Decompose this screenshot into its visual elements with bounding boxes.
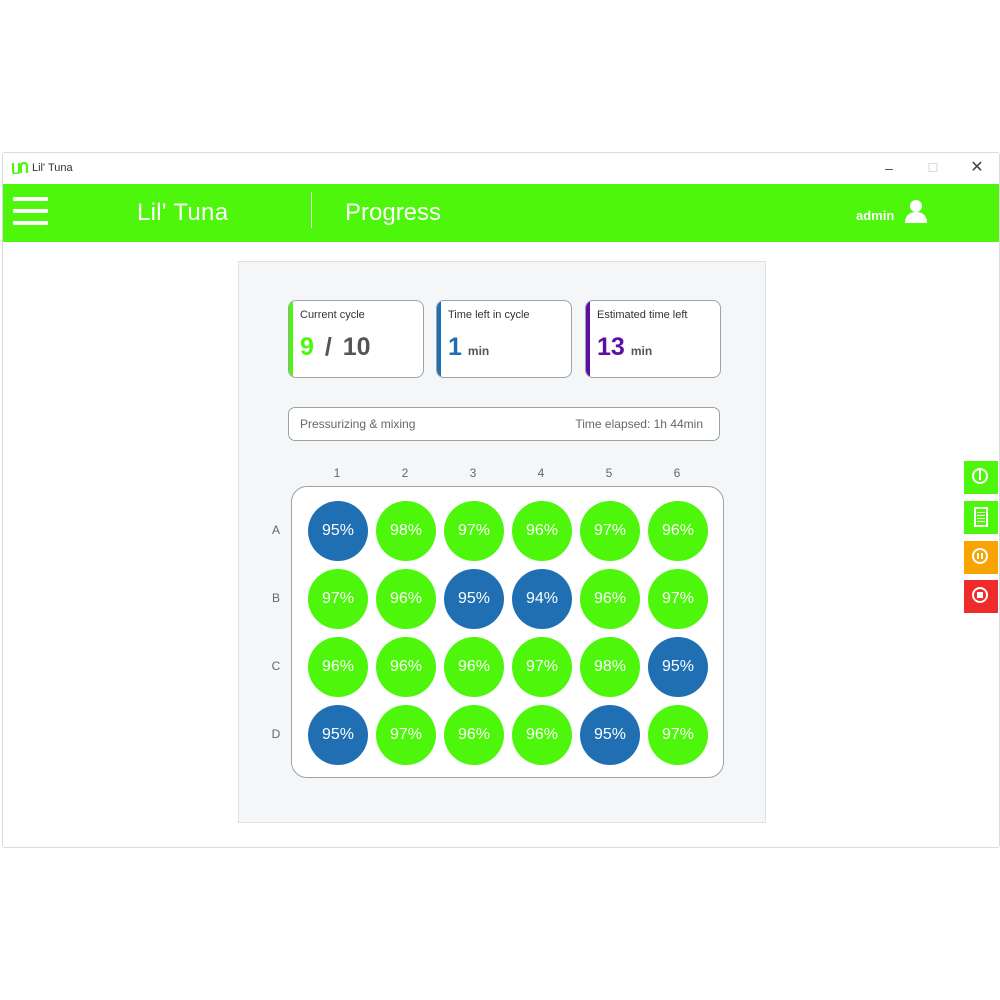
well-A2[interactable]: 98% (376, 501, 436, 561)
well-B5[interactable]: 96% (580, 569, 640, 629)
well-C6[interactable]: 95% (648, 637, 708, 697)
page-title: Progress (345, 199, 442, 226)
well-C4[interactable]: 97% (512, 637, 572, 697)
estimated-time-unit: min (630, 344, 653, 358)
nav-divider (311, 192, 312, 228)
well-A6[interactable]: 96% (648, 501, 708, 561)
minimize-button[interactable]: – (885, 160, 893, 176)
well-B3[interactable]: 95% (444, 569, 504, 629)
column-label: 4 (537, 466, 545, 480)
well-A4[interactable]: 96% (512, 501, 572, 561)
progress-panel: Current cycle 9 / 10 Time left in cycle … (238, 261, 766, 823)
well-D6[interactable]: 97% (648, 705, 708, 765)
well-D3[interactable]: 96% (444, 705, 504, 765)
well-D1[interactable]: 95% (308, 705, 368, 765)
well-A5[interactable]: 97% (580, 501, 640, 561)
window-title: Lil' Tuna (32, 162, 73, 174)
user-name[interactable]: admin (856, 208, 895, 223)
estimated-time-number: 13 (597, 333, 625, 361)
well-B2[interactable]: 96% (376, 569, 436, 629)
card-label: Estimated time left (597, 309, 688, 321)
current-cycle-card: Current cycle 9 / 10 (288, 300, 424, 378)
menu-icon[interactable] (13, 197, 49, 227)
title-bar: Lil' Tuna – ☐ ✕ (3, 153, 999, 184)
stop-icon (964, 580, 998, 613)
well-A1[interactable]: 95% (308, 501, 368, 561)
well-B6[interactable]: 97% (648, 569, 708, 629)
maximize-button[interactable]: ☐ (927, 161, 939, 175)
column-label: 6 (673, 466, 681, 480)
brand-title: Lil' Tuna (137, 199, 229, 226)
card-accent-bar (437, 301, 441, 377)
list-icon (964, 501, 998, 534)
well-A3[interactable]: 97% (444, 501, 504, 561)
time-left-value: 1 min (448, 333, 489, 362)
well-D5[interactable]: 95% (580, 705, 640, 765)
well-B1[interactable]: 97% (308, 569, 368, 629)
user-icon[interactable] (903, 198, 929, 224)
top-nav-bar: Lil' Tuna Progress admin (3, 184, 999, 242)
log-button[interactable] (964, 501, 998, 534)
app-logo-icon (11, 162, 29, 174)
time-left-card: Time left in cycle 1 min (436, 300, 572, 378)
pause-button[interactable] (964, 541, 998, 574)
stage-text: Pressurizing & mixing (300, 417, 416, 431)
close-button[interactable]: ✕ (970, 159, 984, 176)
stop-button[interactable] (964, 580, 998, 613)
card-label: Time left in cycle (448, 309, 530, 321)
well-C2[interactable]: 96% (376, 637, 436, 697)
row-label: C (271, 659, 281, 673)
well-D2[interactable]: 97% (376, 705, 436, 765)
well-C3[interactable]: 96% (444, 637, 504, 697)
row-label: D (271, 727, 281, 741)
column-label: 1 (333, 466, 341, 480)
time-left-number: 1 (448, 333, 462, 361)
well-C1[interactable]: 96% (308, 637, 368, 697)
well-B4[interactable]: 94% (512, 569, 572, 629)
app-window: Lil' Tuna – ☐ ✕ Lil' Tuna Progress admin… (2, 152, 1000, 848)
estimated-time-value: 13 min (597, 333, 652, 362)
estimated-time-card: Estimated time left 13 min (585, 300, 721, 378)
card-accent-bar (586, 301, 590, 377)
cycle-current: 9 (300, 333, 314, 361)
card-label: Current cycle (300, 309, 365, 321)
row-label: A (271, 523, 280, 537)
time-left-unit: min (467, 344, 490, 358)
cycle-separator: / (324, 333, 332, 361)
status-bar: Pressurizing & mixing Time elapsed: 1h 4… (288, 407, 720, 441)
info-icon (964, 461, 998, 494)
well-D4[interactable]: 96% (512, 705, 572, 765)
well-C5[interactable]: 98% (580, 637, 640, 697)
column-label: 3 (469, 466, 477, 480)
elapsed-text: Time elapsed: 1h 44min (575, 417, 703, 431)
column-label: 5 (605, 466, 613, 480)
well-plate: 95% 98% 97% 96% 97% 96% 97% 96% 95% 94% 96% 97% 96% 9… (291, 486, 724, 778)
card-accent-bar (289, 301, 293, 377)
column-label: 2 (401, 466, 409, 480)
current-cycle-value: 9 / 10 (300, 333, 371, 362)
pause-icon (964, 541, 998, 574)
info-button[interactable] (964, 461, 998, 494)
row-label: B (271, 591, 280, 605)
cycle-total: 10 (342, 333, 371, 361)
